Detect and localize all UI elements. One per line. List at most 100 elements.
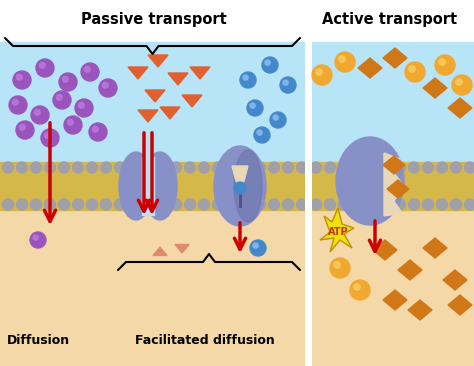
Circle shape [17,74,22,80]
Circle shape [350,280,370,300]
Circle shape [381,199,392,210]
Circle shape [283,199,293,210]
Bar [308,42,474,186]
Circle shape [58,199,70,210]
Circle shape [212,162,224,173]
Circle shape [265,60,270,65]
Circle shape [12,100,18,105]
Text: ATP: ATP [328,227,348,237]
Circle shape [56,94,62,100]
Circle shape [257,130,262,135]
Circle shape [330,258,350,278]
Circle shape [67,119,73,125]
Polygon shape [383,48,407,68]
Circle shape [53,91,71,109]
Circle shape [240,162,252,173]
Polygon shape [128,67,148,79]
Circle shape [280,77,296,93]
Circle shape [255,199,265,210]
Circle shape [73,199,83,210]
Circle shape [250,240,266,256]
Circle shape [171,199,182,210]
Circle shape [353,162,364,173]
Circle shape [268,162,280,173]
Circle shape [31,106,49,124]
Bar [0,162,308,210]
Circle shape [2,199,13,210]
Polygon shape [358,58,382,78]
Polygon shape [448,98,472,118]
Circle shape [92,126,98,132]
Polygon shape [448,295,472,315]
Text: Passive transport: Passive transport [81,12,227,27]
Circle shape [19,124,25,130]
Circle shape [30,199,42,210]
Polygon shape [384,153,404,216]
Circle shape [310,162,321,173]
Circle shape [335,52,355,72]
Circle shape [36,59,54,77]
Ellipse shape [234,150,262,222]
Circle shape [16,121,34,139]
Circle shape [394,162,405,173]
Circle shape [115,162,126,173]
Circle shape [439,59,445,65]
Circle shape [156,162,167,173]
Circle shape [450,162,462,173]
Circle shape [2,162,13,173]
Circle shape [247,100,263,116]
Circle shape [452,75,472,95]
Circle shape [199,199,210,210]
Circle shape [81,63,99,81]
Circle shape [381,162,392,173]
Polygon shape [168,73,188,85]
Circle shape [240,199,252,210]
Circle shape [254,127,270,143]
Circle shape [262,57,278,73]
Circle shape [33,235,38,240]
Circle shape [437,162,447,173]
Circle shape [75,99,93,117]
Circle shape [270,112,286,128]
Circle shape [17,199,27,210]
Circle shape [394,199,405,210]
Bar [0,42,308,186]
Circle shape [128,199,139,210]
Ellipse shape [143,152,177,220]
Circle shape [409,66,415,72]
Circle shape [283,80,288,85]
Circle shape [30,162,42,173]
Polygon shape [153,247,167,255]
Circle shape [422,199,434,210]
Circle shape [255,162,265,173]
Polygon shape [423,78,447,98]
Circle shape [78,102,84,108]
Polygon shape [175,244,189,253]
Polygon shape [148,55,168,67]
Circle shape [243,75,248,80]
Circle shape [86,162,98,173]
Circle shape [334,262,340,268]
Circle shape [250,103,255,108]
Circle shape [338,162,349,173]
Circle shape [41,129,59,147]
Polygon shape [190,67,210,79]
Circle shape [465,162,474,173]
Bar [142,157,154,215]
Circle shape [45,199,55,210]
Text: Diffusion: Diffusion [7,333,70,347]
Circle shape [143,199,154,210]
Circle shape [143,162,154,173]
Circle shape [64,116,82,134]
Circle shape [59,73,77,91]
Circle shape [240,72,256,88]
Polygon shape [398,260,422,280]
Ellipse shape [336,137,404,225]
Circle shape [227,162,237,173]
Ellipse shape [214,146,266,226]
Polygon shape [232,166,248,188]
Circle shape [73,162,83,173]
Circle shape [86,199,98,210]
Polygon shape [320,208,354,252]
Circle shape [366,199,377,210]
